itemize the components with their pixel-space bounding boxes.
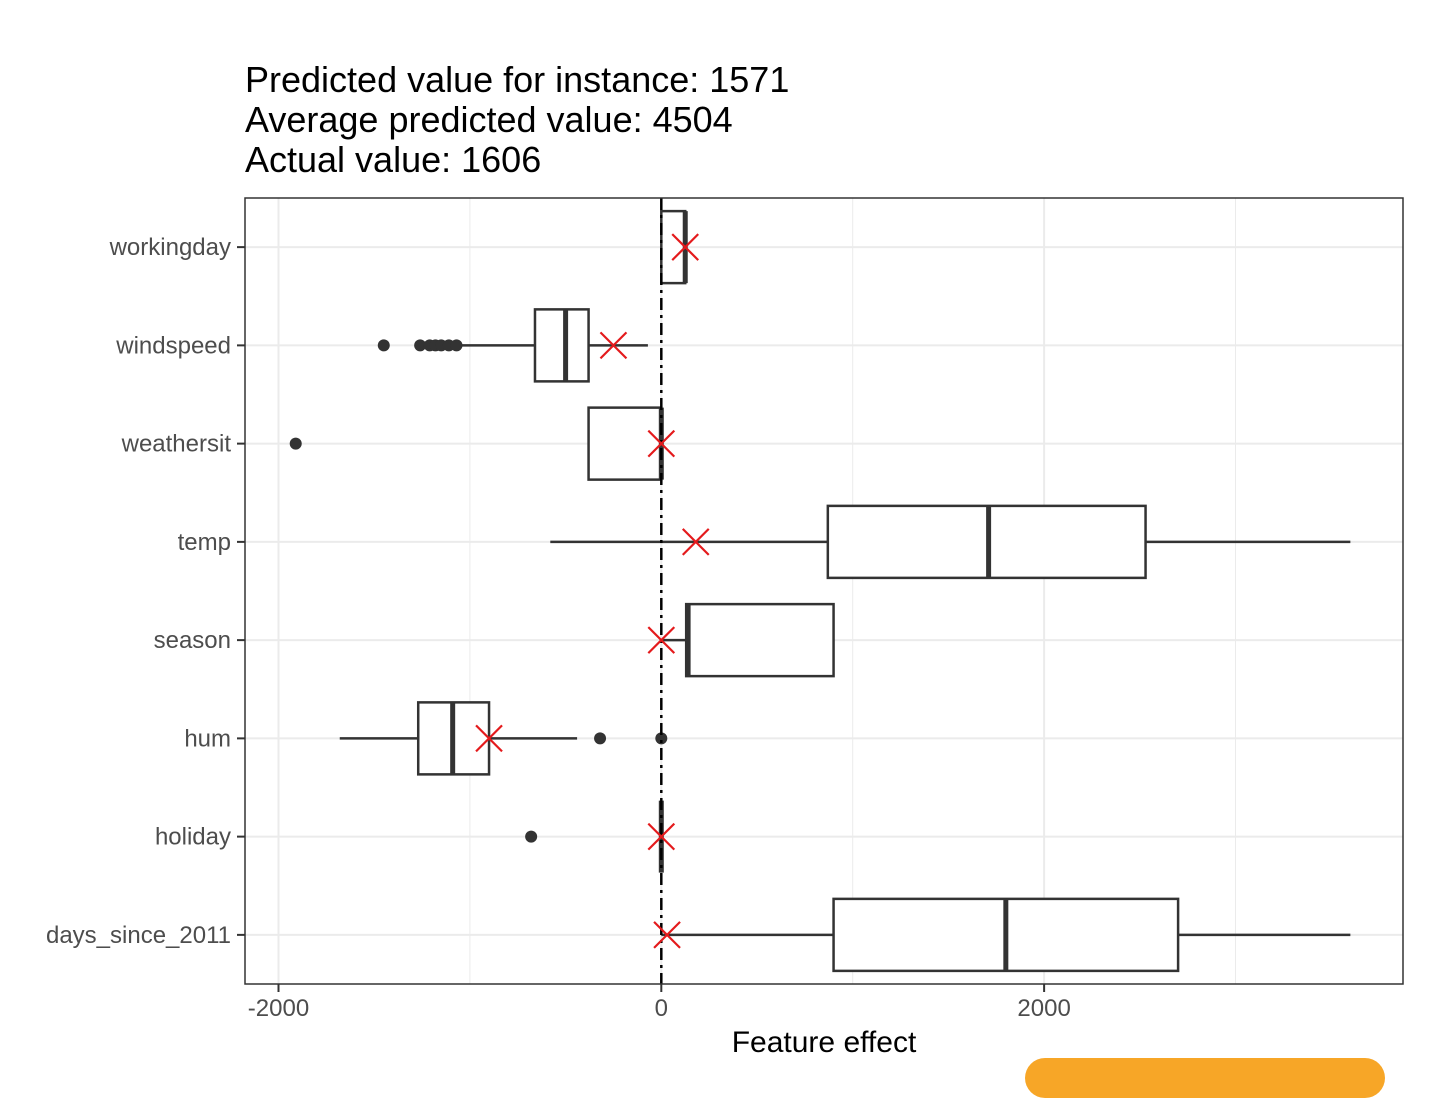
y-tick-label: days_since_2011 bbox=[46, 922, 231, 949]
x-tick-label: 2000 bbox=[1017, 995, 1070, 1022]
instance-marker-windspeed bbox=[599, 331, 628, 360]
outlier-point bbox=[289, 437, 302, 450]
outlier-point bbox=[414, 339, 427, 352]
marker-stroke bbox=[647, 626, 676, 654]
boxplot-season bbox=[661, 602, 835, 678]
iqr-box bbox=[660, 209, 687, 285]
instance-marker-hum bbox=[475, 724, 503, 753]
marker-stroke bbox=[671, 233, 700, 261]
boxplot-temp bbox=[550, 504, 1351, 580]
outlier-point bbox=[594, 732, 607, 745]
marker-stroke bbox=[647, 822, 676, 851]
iqr-box bbox=[587, 406, 663, 481]
marker-stroke bbox=[681, 528, 710, 556]
plot-panel-border bbox=[244, 197, 1404, 985]
instance-marker-days_since_2011 bbox=[653, 921, 681, 949]
x-axis-title: Feature effect bbox=[732, 1026, 917, 1059]
marks-layer bbox=[289, 198, 1351, 984]
y-tick-label: weathersit bbox=[121, 431, 232, 458]
boxplot-workingday bbox=[660, 209, 688, 285]
grid-layer bbox=[245, 198, 1403, 984]
y-tick-label: hum bbox=[184, 725, 231, 752]
boxplot-windspeed bbox=[377, 308, 648, 383]
y-tick-label: season bbox=[154, 627, 231, 654]
marker-stroke bbox=[653, 921, 681, 949]
feature-effect-boxplot: workingday windspeed weathersit temp season h… bbox=[46, 197, 1404, 1059]
instance-marker-workingday bbox=[671, 233, 700, 261]
y-tick-label: windspeed bbox=[115, 332, 231, 359]
axis-layer: workingday windspeed weathersit temp season h… bbox=[46, 234, 1071, 1022]
instance-marker-season bbox=[647, 626, 676, 654]
x-tick-label: -2000 bbox=[248, 995, 309, 1022]
outlier-point bbox=[377, 339, 390, 352]
predicted-value-label: Predicted value for instance: 1571 bbox=[245, 59, 790, 100]
instance-marker-weathersit bbox=[647, 429, 676, 458]
y-tick-label: holiday bbox=[155, 824, 231, 851]
chart-title: Predicted value for instance: 1571 Avera… bbox=[245, 60, 789, 180]
marker-stroke bbox=[599, 331, 628, 360]
actual-value-label: Actual value: 1606 bbox=[245, 139, 542, 180]
iqr-box bbox=[533, 308, 590, 383]
boxplot-hum bbox=[339, 701, 668, 776]
boxplot-days_since_2011 bbox=[661, 897, 1351, 973]
marker-stroke bbox=[475, 724, 503, 753]
y-tick-label: temp bbox=[178, 529, 231, 556]
orange-tab[interactable] bbox=[1025, 1058, 1385, 1098]
y-tick-label: workingday bbox=[109, 234, 231, 261]
average-predicted-label: Average predicted value: 4504 bbox=[245, 99, 733, 140]
instance-marker-holiday bbox=[647, 822, 676, 851]
instance-marker-temp bbox=[681, 528, 710, 556]
marker-stroke bbox=[647, 429, 676, 458]
outlier-point bbox=[655, 732, 668, 745]
x-tick-label: 0 bbox=[655, 995, 668, 1022]
outlier-point bbox=[525, 830, 538, 843]
iqr-box bbox=[684, 602, 835, 678]
outlier-point bbox=[450, 339, 463, 352]
